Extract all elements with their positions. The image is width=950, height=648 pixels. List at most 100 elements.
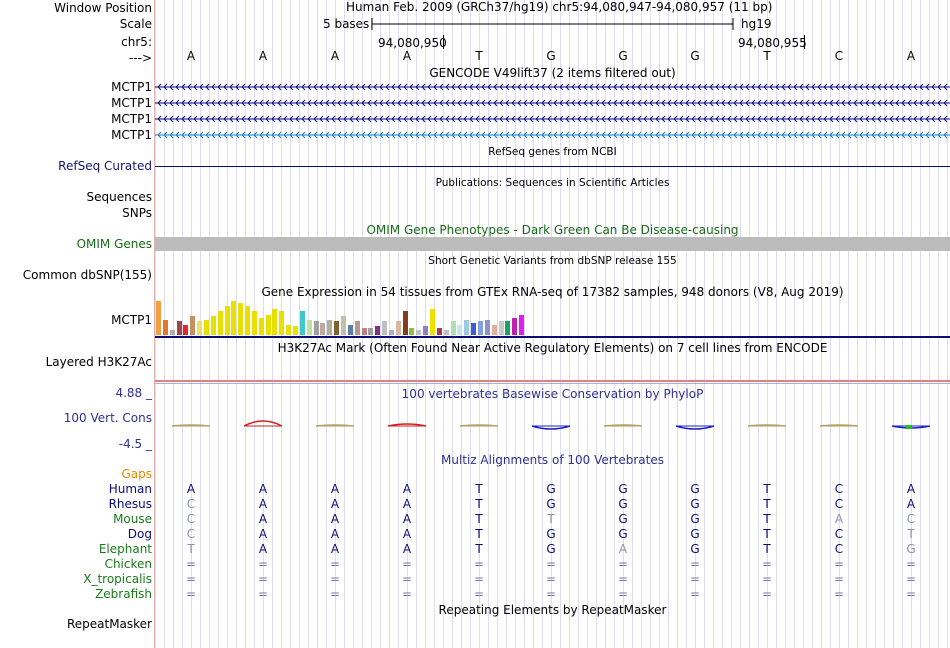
- h3k27ac-label[interactable]: Layered H3K27Ac: [45, 355, 152, 369]
- repeatmasker-label[interactable]: RepeatMasker: [66, 617, 152, 631]
- gencode-transcript[interactable]: [155, 83, 950, 91]
- multiz-species-label[interactable]: Dog: [127, 527, 152, 541]
- gtex-label[interactable]: MCTP1: [111, 313, 152, 327]
- multiz-species-label[interactable]: Chicken: [104, 557, 152, 571]
- gtex-tissue-bar[interactable]: [402, 311, 408, 335]
- gtex-tissue-bar[interactable]: [443, 330, 449, 335]
- scale-label[interactable]: Scale: [119, 17, 152, 31]
- gtex-tissue-bar[interactable]: [313, 321, 319, 335]
- gtex-tissue-bar[interactable]: [354, 321, 360, 335]
- dbsnp-title[interactable]: Short Genetic Variants from dbSNP releas…: [428, 255, 677, 267]
- gtex-tissue-bar[interactable]: [231, 301, 237, 335]
- gtex-tissue-bar[interactable]: [519, 315, 525, 335]
- gtex-tissue-bar[interactable]: [430, 309, 435, 335]
- refseq-label[interactable]: RefSeq Curated: [58, 159, 152, 173]
- gtex-tissue-bar[interactable]: [203, 320, 209, 335]
- repeatmasker-title[interactable]: Repeating Elements by RepeatMasker: [438, 603, 667, 617]
- gencode-transcript[interactable]: [155, 99, 950, 107]
- window-position-label[interactable]: Window Position: [54, 1, 152, 15]
- multiz-species-label[interactable]: Elephant: [98, 542, 152, 556]
- h3k27ac-signal-line[interactable]: [155, 380, 950, 382]
- gtex-tissue-bar[interactable]: [498, 321, 504, 335]
- gencode-transcript[interactable]: [155, 131, 950, 139]
- gencode-label-4[interactable]: MCTP1: [111, 128, 152, 142]
- publications-snps-label[interactable]: SNPs: [122, 206, 152, 220]
- phylop-plot[interactable]: [155, 400, 950, 450]
- gtex-tissue-bar[interactable]: [505, 321, 511, 335]
- gtex-tissue-bar[interactable]: [162, 320, 168, 335]
- multiz-species-label[interactable]: Mouse: [113, 512, 152, 526]
- gtex-tissue-bar[interactable]: [265, 315, 271, 335]
- gtex-tissue-bar[interactable]: [197, 321, 203, 335]
- gtex-tissue-bar[interactable]: [382, 321, 388, 335]
- gtex-tissue-bar[interactable]: [217, 311, 223, 335]
- multiz-species-label[interactable]: X_tropicalis: [83, 572, 152, 586]
- gtex-tissue-bar[interactable]: [340, 316, 346, 335]
- dbsnp-label[interactable]: Common dbSNP(155): [22, 268, 152, 282]
- gtex-tissue-bar[interactable]: [224, 306, 230, 335]
- gtex-tissue-bar[interactable]: [286, 325, 292, 335]
- gtex-title[interactable]: Gene Expression in 54 tissues from GTEx …: [261, 285, 844, 299]
- omim-feature-bar[interactable]: [155, 237, 950, 251]
- gtex-tissue-bar[interactable]: [334, 321, 340, 335]
- gtex-tissue-bar[interactable]: [176, 321, 182, 335]
- gencode-label-1[interactable]: MCTP1: [111, 80, 152, 94]
- gtex-tissue-bar[interactable]: [450, 321, 456, 335]
- gtex-tissue-bar[interactable]: [347, 325, 353, 335]
- gtex-tissue-bar[interactable]: [327, 320, 333, 335]
- gtex-tissue-bar[interactable]: [251, 311, 257, 335]
- gtex-tissue-bar[interactable]: [361, 328, 367, 335]
- gtex-tissue-bar[interactable]: [409, 328, 415, 335]
- gtex-tissue-bar[interactable]: [306, 320, 312, 335]
- refseq-line[interactable]: [155, 166, 950, 167]
- publications-title[interactable]: Publications: Sequences in Scientific Ar…: [435, 177, 670, 189]
- multiz-title[interactable]: Multiz Alignments of 100 Vertebrates: [440, 453, 665, 467]
- chrom-label[interactable]: chr5:: [121, 35, 152, 49]
- refseq-title[interactable]: RefSeq genes from NCBI: [488, 146, 617, 158]
- gtex-tissue-bar[interactable]: [436, 328, 442, 335]
- assembly-position-text[interactable]: Human Feb. 2009 (GRCh37/hg19) chr5:94,08…: [346, 0, 773, 14]
- gtex-tissue-bar[interactable]: [477, 321, 483, 335]
- gtex-tissue-bar[interactable]: [388, 330, 394, 335]
- gtex-tissue-bar[interactable]: [491, 325, 497, 335]
- gtex-tissue-bar[interactable]: [375, 326, 381, 335]
- gencode-transcript[interactable]: [155, 115, 950, 123]
- gtex-tissue-bar[interactable]: [293, 326, 298, 335]
- gtex-tissue-bar[interactable]: [395, 321, 401, 335]
- gtex-tissue-bar[interactable]: [190, 316, 196, 335]
- strand-label[interactable]: --->: [128, 51, 152, 65]
- gtex-tissue-bar[interactable]: [368, 328, 374, 335]
- gtex-tissue-bar[interactable]: [512, 318, 518, 335]
- gtex-tissue-bar[interactable]: [464, 320, 470, 335]
- gtex-tissue-bar[interactable]: [457, 325, 463, 335]
- omim-title[interactable]: OMIM Gene Phenotypes - Dark Green Can Be…: [366, 223, 739, 237]
- gtex-tissue-bar[interactable]: [423, 326, 429, 335]
- multiz-gaps-label[interactable]: Gaps: [121, 467, 152, 481]
- gtex-bar-chart[interactable]: [155, 300, 950, 335]
- h3k27ac-title[interactable]: H3K27Ac Mark (Often Found Near Active Re…: [277, 341, 828, 355]
- gtex-tissue-bar[interactable]: [279, 311, 285, 335]
- gencode-label-2[interactable]: MCTP1: [111, 96, 152, 110]
- gencode-title[interactable]: GENCODE V49lift37 (2 items filtered out): [429, 66, 676, 80]
- phylop-title[interactable]: 100 vertebrates Basewise Conservation by…: [401, 387, 704, 401]
- multiz-species-label[interactable]: Human: [108, 482, 152, 496]
- gencode-label-3[interactable]: MCTP1: [111, 112, 152, 126]
- gtex-tissue-bar[interactable]: [258, 318, 264, 335]
- gtex-tissue-bar[interactable]: [156, 301, 161, 335]
- publications-sequences-label[interactable]: Sequences: [86, 190, 152, 204]
- phylop-label[interactable]: 100 Vert. Cons: [63, 411, 152, 425]
- gtex-tissue-bar[interactable]: [272, 309, 278, 335]
- gtex-tissue-bar[interactable]: [183, 325, 189, 335]
- gtex-tissue-bar[interactable]: [320, 323, 326, 335]
- gtex-tissue-bar[interactable]: [471, 323, 477, 335]
- gtex-tissue-bar[interactable]: [484, 320, 490, 335]
- gtex-tissue-bar[interactable]: [210, 316, 216, 335]
- multiz-species-label[interactable]: Zebrafish: [95, 587, 152, 601]
- gtex-tissue-bar[interactable]: [245, 306, 251, 335]
- gencode-features[interactable]: [155, 80, 950, 144]
- gtex-tissue-bar[interactable]: [299, 311, 305, 335]
- gtex-tissue-bar[interactable]: [416, 330, 422, 335]
- gtex-tissue-bar[interactable]: [169, 330, 175, 335]
- multiz-species-label[interactable]: Rhesus: [108, 497, 152, 511]
